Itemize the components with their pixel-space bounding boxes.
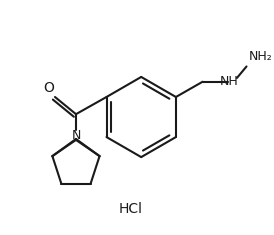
Text: O: O: [43, 81, 54, 95]
Text: NH: NH: [220, 75, 239, 88]
Text: NH₂: NH₂: [249, 50, 272, 63]
Text: HCl: HCl: [119, 202, 143, 216]
Text: N: N: [71, 129, 81, 142]
